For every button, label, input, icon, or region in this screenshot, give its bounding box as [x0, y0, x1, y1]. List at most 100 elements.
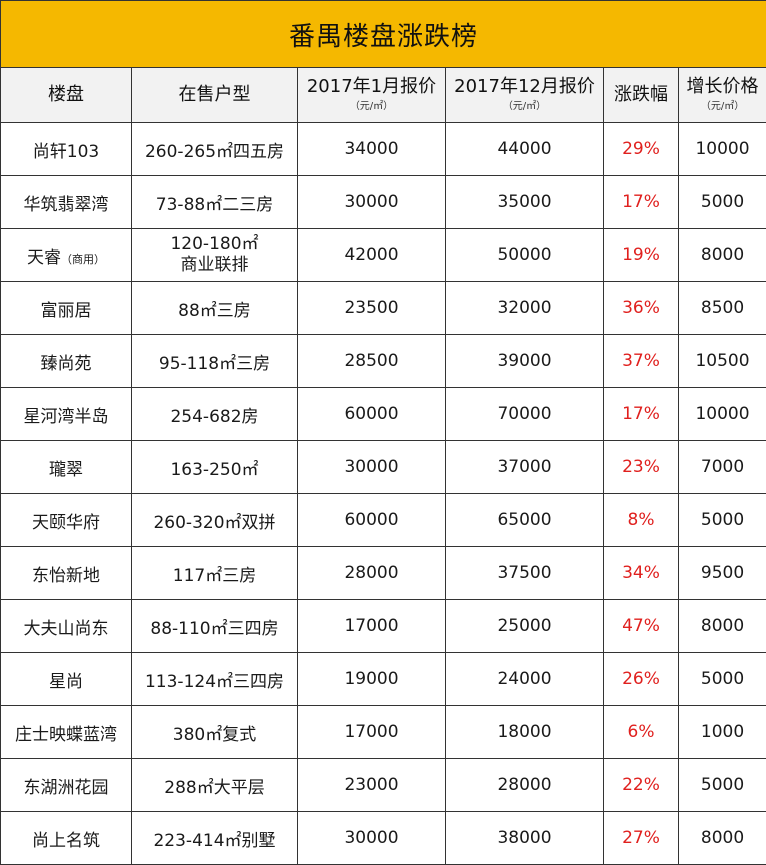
jan-price-cell: 19000: [297, 652, 446, 706]
unit-type-cell: 260-320㎡双拼: [131, 493, 298, 547]
growth-price-cell: 8000: [677, 811, 766, 865]
growth-price-cell: 5000: [677, 493, 766, 547]
table-row: 东湖洲花园 288㎡大平层 23000 28000 22% 5000: [0, 758, 766, 812]
jan-price-cell: 17000: [297, 599, 446, 653]
dec-price-cell: 32000: [445, 281, 604, 335]
header-dec-price: 2017年12月报价 （元/㎡）: [445, 67, 604, 123]
jan-price-cell: 30000: [297, 811, 446, 865]
table-row: 华筑翡翠湾 73-88㎡二三房 30000 35000 17% 5000: [0, 175, 766, 229]
table-row: 天颐华府 260-320㎡双拼 60000 65000 8% 5000: [0, 493, 766, 547]
unit-type: 117㎡三房: [172, 565, 257, 586]
table-row: 富丽居 88㎡三房 23500 32000 36% 8500: [0, 281, 766, 335]
change-percent-cell: 22%: [603, 758, 679, 812]
growth-price-cell: 8500: [677, 281, 766, 335]
unit-type: 260-320㎡双拼: [153, 512, 276, 533]
change-percent-cell: 37%: [603, 334, 679, 388]
growth-price-cell: 5000: [677, 175, 766, 229]
growth-price-cell: 7000: [677, 440, 766, 494]
header-dec-price-unit: （元/㎡）: [502, 101, 547, 113]
project-name: 庄士映蝶蓝湾: [15, 724, 117, 745]
project-name: 东湖洲花园: [23, 777, 109, 798]
change-percent-cell: 47%: [603, 599, 679, 653]
table-title: 番禺楼盘涨跌榜: [0, 0, 766, 68]
unit-type: 113-124㎡三四房: [144, 671, 285, 692]
project-name: 瓏翠: [49, 459, 83, 480]
project-name-cell: 天睿（商用）: [0, 228, 132, 282]
project-name-cell: 华筑翡翠湾: [0, 175, 132, 229]
project-name-cell: 瓏翠: [0, 440, 132, 494]
unit-type-cell: 120-180㎡ 商业联排: [131, 228, 298, 282]
unit-type-cell: 88-110㎡三四房: [131, 599, 298, 653]
project-name: 星河湾半岛: [23, 406, 109, 427]
jan-price-cell: 30000: [297, 175, 446, 229]
unit-type-cell: 163-250㎡: [131, 440, 298, 494]
growth-price-cell: 1000: [677, 705, 766, 759]
project-name: 星尚: [49, 671, 83, 692]
table-row: 星尚 113-124㎡三四房 19000 24000 26% 5000: [0, 652, 766, 706]
jan-price-cell: 23500: [297, 281, 446, 335]
growth-price-cell: 5000: [677, 652, 766, 706]
jan-price-cell: 34000: [297, 122, 446, 176]
dec-price-cell: 50000: [445, 228, 604, 282]
table-row: 大夫山尚东 88-110㎡三四房 17000 25000 47% 8000: [0, 599, 766, 653]
project-name-cell: 东怡新地: [0, 546, 132, 600]
dec-price-cell: 39000: [445, 334, 604, 388]
jan-price-cell: 17000: [297, 705, 446, 759]
unit-type-cell: 260-265㎡四五房: [131, 122, 298, 176]
unit-type-cell: 380㎡复式: [131, 705, 298, 759]
unit-type-line2: 商业联排: [180, 255, 249, 275]
change-percent-cell: 27%: [603, 811, 679, 865]
project-tag: （商用）: [61, 252, 105, 266]
header-project-label: 楼盘: [48, 83, 84, 105]
header-change-label: 涨跌幅: [614, 83, 668, 105]
growth-price-cell: 10000: [677, 387, 766, 441]
growth-price-cell: 10000: [677, 122, 766, 176]
project-name-cell: 庄士映蝶蓝湾: [0, 705, 132, 759]
header-unit-type-label: 在售户型: [178, 83, 251, 105]
project-name: 尚上名筑: [32, 830, 100, 851]
header-dec-price-label: 2017年12月报价: [454, 76, 595, 98]
project-name: 富丽居: [40, 300, 92, 321]
project-name-cell: 星河湾半岛: [0, 387, 132, 441]
jan-price-cell: 42000: [297, 228, 446, 282]
unit-type-cell: 95-118㎡三房: [131, 334, 298, 388]
unit-type-cell: 288㎡大平层: [131, 758, 298, 812]
project-name-cell: 星尚: [0, 652, 132, 706]
unit-type: 260-265㎡四五房: [144, 141, 285, 162]
table-row: 庄士映蝶蓝湾 380㎡复式 17000 18000 6% 1000: [0, 705, 766, 759]
change-percent-cell: 8%: [603, 493, 679, 547]
change-percent-cell: 36%: [603, 281, 679, 335]
table-row: 东怡新地 117㎡三房 28000 37500 34% 9500: [0, 546, 766, 600]
growth-price-cell: 9500: [677, 546, 766, 600]
jan-price-cell: 60000: [297, 493, 446, 547]
unit-type: 380㎡复式: [172, 724, 257, 745]
project-name-cell: 尚上名筑: [0, 811, 132, 865]
growth-price-cell: 8000: [677, 228, 766, 282]
dec-price-cell: 65000: [445, 493, 604, 547]
change-percent-cell: 19%: [603, 228, 679, 282]
unit-type-cell: 117㎡三房: [131, 546, 298, 600]
growth-price-cell: 10500: [677, 334, 766, 388]
unit-type: 120-180㎡: [170, 233, 259, 254]
table-row: 臻尚苑 95-118㎡三房 28500 39000 37% 10500: [0, 334, 766, 388]
unit-type: 254-682房: [170, 406, 259, 427]
change-percent-cell: 26%: [603, 652, 679, 706]
unit-type-cell: 254-682房: [131, 387, 298, 441]
project-name-cell: 天颐华府: [0, 493, 132, 547]
unit-type-cell: 73-88㎡二三房: [131, 175, 298, 229]
change-percent-cell: 23%: [603, 440, 679, 494]
jan-price-cell: 28000: [297, 546, 446, 600]
unit-type: 163-250㎡: [170, 459, 259, 480]
header-growth-unit: （元/㎡）: [700, 101, 745, 113]
header-row: 楼盘 在售户型 2017年1月报价 （元/㎡） 2017年12月报价 （元/㎡） 涨…: [0, 67, 766, 123]
header-jan-price-unit: （元/㎡）: [349, 101, 394, 113]
dec-price-cell: 18000: [445, 705, 604, 759]
table-row: 天睿（商用） 120-180㎡ 商业联排 42000 50000 19% 8000: [0, 228, 766, 282]
header-jan-price: 2017年1月报价 （元/㎡）: [297, 67, 446, 123]
unit-type-cell: 113-124㎡三四房: [131, 652, 298, 706]
growth-price-cell: 5000: [677, 758, 766, 812]
dec-price-cell: 37000: [445, 440, 604, 494]
change-percent-cell: 29%: [603, 122, 679, 176]
